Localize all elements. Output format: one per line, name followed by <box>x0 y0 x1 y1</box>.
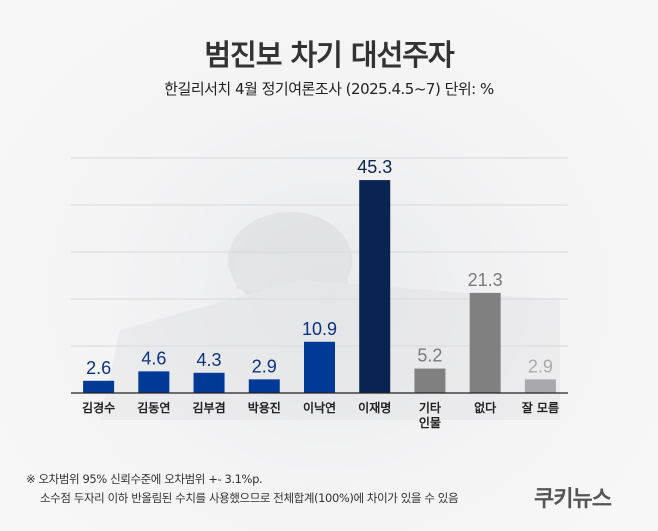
category-label: 김경수 <box>82 400 115 415</box>
chart-subtitle: 한길리서치 4월 정기여론조사 (2025.4.5~7) 단위: % <box>164 80 494 98</box>
bars: 2.6 김경수 4.6 김동연 4.3 김부겸 2.9 박용진 10.9 이낙연 45.3 이재명 5.… <box>71 157 568 430</box>
category-label: 없다 <box>474 400 496 415</box>
bar <box>193 372 225 393</box>
kukinews-logo: 쿠키뉴스 <box>534 487 612 512</box>
bar <box>83 380 115 393</box>
category-label: 이낙연 <box>303 400 336 415</box>
chart-title: 범진보 차기 대선주자 <box>204 38 454 72</box>
bar <box>248 379 280 393</box>
data-label: 4.6 <box>141 348 166 368</box>
footnote-margin-of-error: ※ 오차범위 95% 신뢰수준에 오차범위 +- 3.1%p. <box>26 472 263 486</box>
category-label: 김동연 <box>137 400 170 415</box>
footnotes: ※ 오차범위 95% 신뢰수준에 오차범위 +- 3.1%p. 소수점 두자리 … <box>26 470 459 508</box>
data-label: 5.2 <box>417 346 442 366</box>
bar <box>469 292 501 393</box>
bar <box>304 341 335 393</box>
data-label: 2.9 <box>252 356 277 376</box>
footnote-rounding: 소수점 두자리 이하 반올림된 수치를 사용했으므로 전체합계(100%)에 차… <box>40 491 459 505</box>
category-label: 박용진 <box>248 400 281 415</box>
data-label: 10.9 <box>302 319 337 339</box>
bar <box>414 368 446 393</box>
category-label: 김부겸 <box>192 400 225 415</box>
data-label: 21.3 <box>468 270 503 290</box>
category-label: 잘 모름 <box>522 400 559 415</box>
data-label: 45.3 <box>357 157 392 177</box>
bar <box>359 180 391 393</box>
category-label: 이재명 <box>358 400 391 415</box>
bar <box>524 379 556 393</box>
bar <box>138 371 170 393</box>
category-label: 기타 인물 <box>419 400 441 430</box>
data-label: 2.6 <box>86 358 111 378</box>
data-label: 4.3 <box>197 350 222 370</box>
data-label: 2.9 <box>528 356 553 376</box>
